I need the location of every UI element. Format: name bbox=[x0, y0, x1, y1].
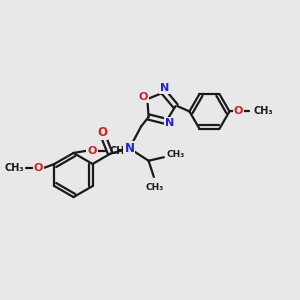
Text: O: O bbox=[34, 164, 43, 173]
Text: O: O bbox=[87, 146, 97, 156]
Text: O: O bbox=[139, 92, 148, 102]
Text: O: O bbox=[97, 126, 107, 139]
Text: N: N bbox=[124, 142, 134, 155]
Text: CH₃: CH₃ bbox=[110, 146, 129, 156]
Text: N: N bbox=[160, 83, 170, 93]
Text: O: O bbox=[234, 106, 243, 116]
Text: CH₃: CH₃ bbox=[146, 183, 164, 192]
Text: CH₃: CH₃ bbox=[254, 106, 273, 116]
Text: N: N bbox=[165, 118, 174, 128]
Text: CH₃: CH₃ bbox=[167, 150, 185, 159]
Text: CH₃: CH₃ bbox=[4, 164, 24, 173]
